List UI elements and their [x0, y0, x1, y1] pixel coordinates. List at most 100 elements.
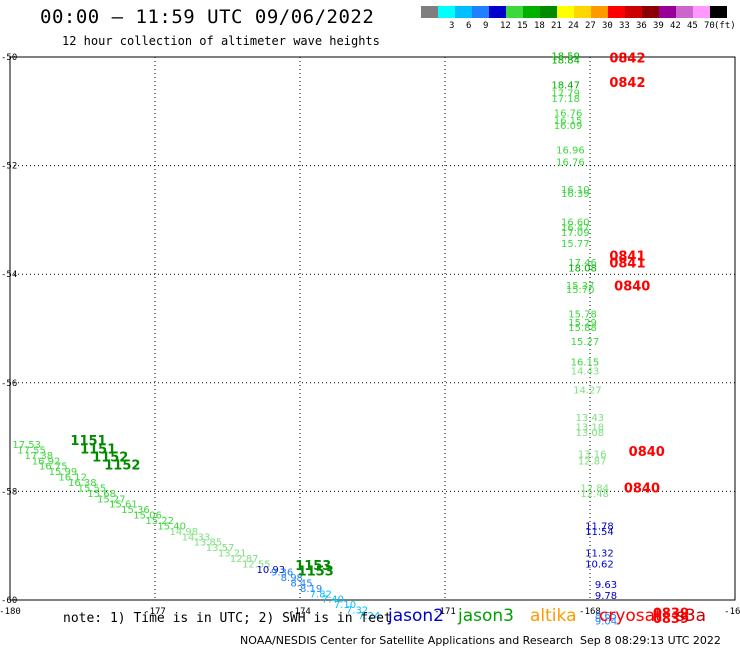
- legend-tick-label: 70: [704, 21, 715, 31]
- legend-tick-label: 45: [687, 21, 698, 31]
- lon-tick-label: -177: [144, 607, 166, 617]
- legend-swatch: 36: [625, 6, 647, 31]
- legend-swatch: 27: [574, 6, 596, 31]
- satellite-key-jason3: jason3: [458, 606, 514, 626]
- legend-tick-label: 39: [653, 21, 664, 31]
- legend-swatch: 45: [676, 6, 698, 31]
- legend-swatch: 12: [489, 6, 511, 31]
- lon-tick-label: -168: [579, 607, 601, 617]
- swh-label: 9.78: [595, 591, 617, 602]
- swh-label: 11.78: [585, 521, 614, 532]
- legend-swatch: 18: [523, 6, 545, 31]
- swh-label: 11.54: [585, 527, 614, 538]
- swh-label: 16.15: [554, 116, 583, 127]
- legend-swatch: 70: [693, 6, 715, 31]
- time-label: 1151: [70, 434, 106, 449]
- swh-label: 17.46: [568, 258, 597, 269]
- legend-tick-label: 6: [466, 21, 472, 31]
- lat-tick-label: -54: [1, 270, 17, 280]
- swh-label: 13.43: [576, 413, 605, 424]
- legend-tick-label: 30: [602, 21, 613, 31]
- satellite-key-jason2: jason2: [388, 606, 444, 626]
- legend-swatch: 6: [455, 6, 472, 31]
- swh-label: 13.21: [218, 549, 247, 560]
- legend-tick-label: 3: [449, 21, 455, 31]
- legend-swatch: 21: [540, 6, 562, 31]
- legend-swatch: [421, 6, 438, 18]
- swh-label: 8.45: [290, 578, 312, 589]
- swh-label: 7.10: [334, 600, 356, 611]
- swh-label: 17.79: [551, 89, 580, 100]
- time-label: 0842: [609, 76, 645, 91]
- swh-label: 13.57: [206, 543, 235, 554]
- swh-label: 18.08: [568, 263, 597, 274]
- color-legend: 3 6 9 12 15 18 21 24 27 30 33 36 39 42 45 70 (ft): [421, 6, 736, 31]
- swh-label: 16.60: [561, 217, 590, 228]
- swh-label: 14.43: [571, 367, 600, 378]
- satellite-key-cryosat: cryosat: [599, 606, 662, 626]
- time-label: 0840: [624, 481, 660, 496]
- legend-swatch: 15: [506, 6, 528, 31]
- legend-tick-label: 33: [619, 21, 630, 31]
- legend-swatch: [710, 6, 727, 18]
- legend-tick-label: 36: [636, 21, 647, 31]
- swh-label: 15.99: [49, 467, 78, 478]
- swh-label: 15.22: [145, 516, 174, 527]
- lat-tick-label: -58: [1, 487, 17, 497]
- time-label: 0839: [653, 612, 689, 627]
- swh-label: 14.33: [182, 532, 211, 543]
- swh-label: 17.55: [17, 445, 46, 456]
- swh-label: 17.09: [561, 228, 590, 239]
- time-label: 0840: [629, 445, 665, 460]
- time-label: 1152: [104, 459, 140, 474]
- swh-label: 8.19: [300, 584, 322, 595]
- swh-label: 16.10: [561, 185, 590, 196]
- swh-label: 16.09: [554, 121, 583, 132]
- time-label: 0841: [609, 257, 645, 272]
- swh-label: 12.55: [242, 559, 271, 570]
- legend-swatch: 30: [591, 6, 613, 31]
- swh-label: 14.98: [170, 527, 199, 538]
- footer-timestamp: Sep 8 08:29:13 UTC 2022: [580, 634, 721, 647]
- swh-label: 10.62: [585, 559, 614, 570]
- swh-label: 9.04: [595, 616, 617, 627]
- swh-label: 7.24: [358, 611, 380, 622]
- swh-label: 15.88: [568, 323, 597, 334]
- legend-tick-label: 15: [517, 21, 528, 31]
- legend-tick-label: 21: [551, 21, 562, 31]
- swh-label: 16.76: [556, 158, 585, 169]
- map-subtitle: 12 hour collection of altimeter wave hei…: [62, 34, 380, 48]
- time-label: 1153: [298, 565, 334, 580]
- swh-label: 17.38: [25, 451, 54, 462]
- time-label: 1151: [80, 442, 116, 457]
- time-label: 0842: [609, 51, 645, 66]
- footer-credit: NOAA/NESDIS Center for Satellite Applica…: [240, 634, 574, 647]
- swh-label: 16.12: [58, 473, 87, 484]
- swh-label: 14.27: [573, 386, 602, 397]
- time-label: 1152: [92, 451, 128, 466]
- legend-swatch: 3: [438, 6, 455, 31]
- swh-label: 16.15: [571, 357, 600, 368]
- swh-label: 7.82: [310, 589, 332, 600]
- lat-tick-label: -52: [1, 162, 17, 172]
- legend-tick-label: 18: [534, 21, 545, 31]
- legend-tick-label: 9: [483, 21, 489, 31]
- legend-tick-label: 27: [585, 21, 596, 31]
- time-label: 0839: [653, 606, 689, 621]
- swh-label: 16.38: [68, 478, 97, 489]
- lat-tick-label: -50: [1, 53, 17, 63]
- swh-label: 15.68: [87, 489, 116, 500]
- swh-label: 18.84: [551, 56, 580, 67]
- legend-swatch: 42: [659, 6, 681, 31]
- swh-label: 15.27: [97, 494, 126, 505]
- swh-label: 15.61: [109, 500, 138, 511]
- lon-tick-label: -165: [724, 607, 740, 617]
- swh-label: 9.63: [595, 580, 617, 591]
- legend-swatch: 39: [642, 6, 664, 31]
- swh-label: 16.75: [39, 462, 68, 473]
- swh-label: 11.32: [585, 549, 614, 560]
- swh-label: 9.36: [271, 568, 293, 579]
- lon-tick-label: -180: [0, 607, 21, 617]
- lat-tick-label: -56: [1, 379, 17, 389]
